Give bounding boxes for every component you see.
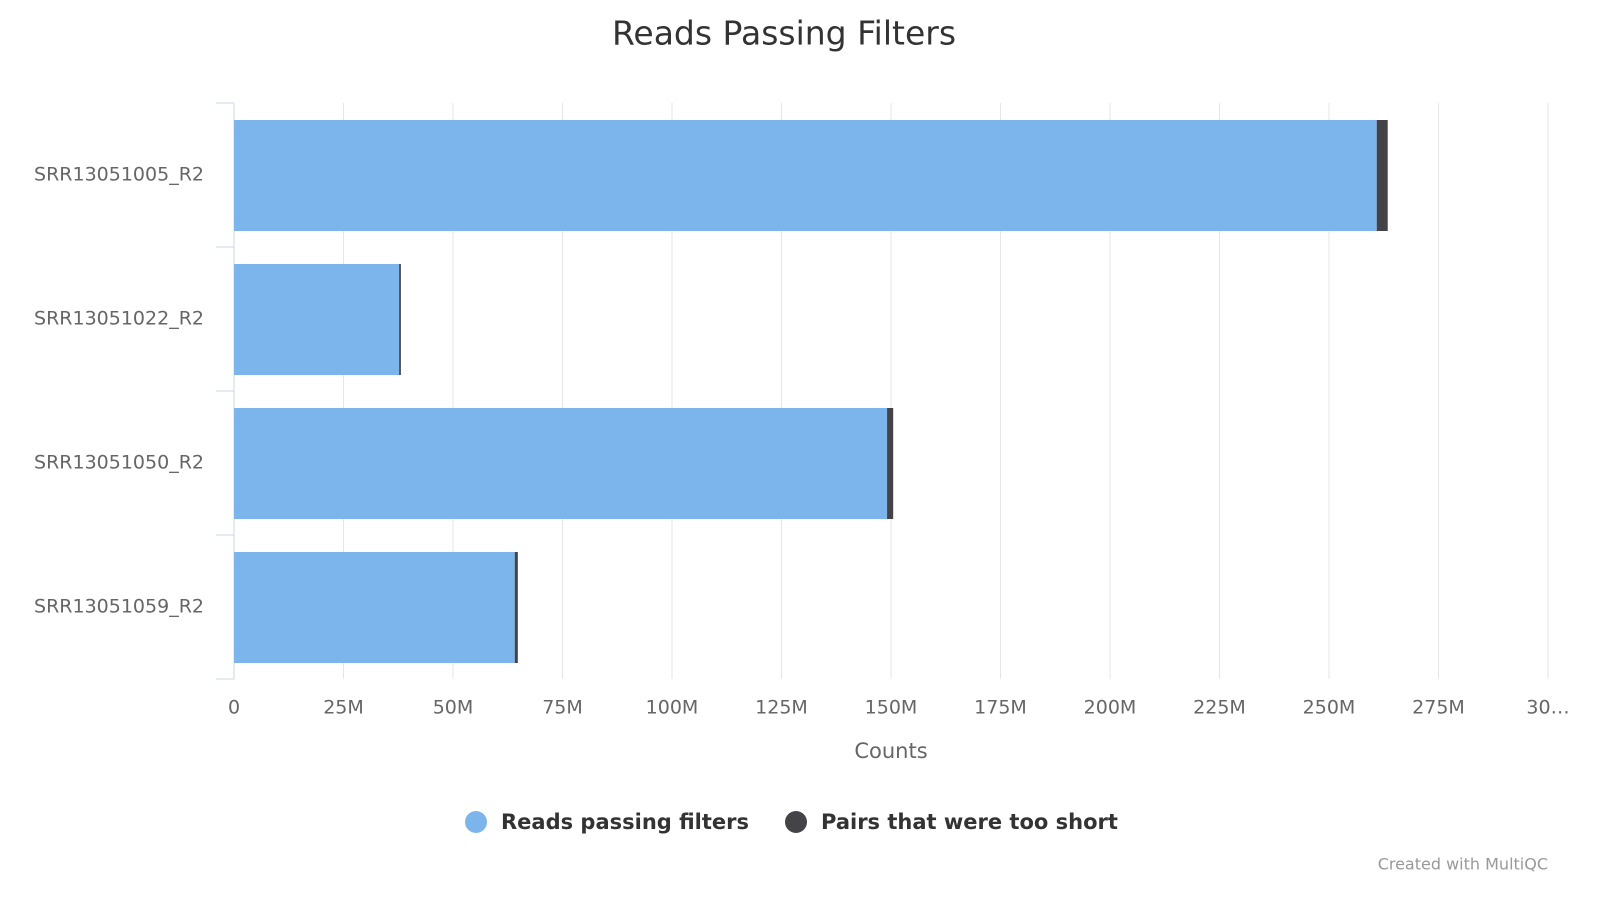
x-tick-label: 250M: [1303, 697, 1356, 719]
legend-label[interactable]: Reads passing filters: [501, 810, 749, 834]
y-tick-label: SRR13051050_R2: [34, 452, 204, 474]
bar-segment: [234, 264, 400, 375]
x-tick-label: 150M: [865, 697, 918, 719]
bar-segment: [514, 552, 518, 663]
bar-segment: [234, 552, 515, 663]
y-tick-label: SRR13051022_R2: [34, 308, 204, 330]
x-tick-label: 0: [228, 697, 240, 719]
x-tick-label: 25M: [323, 697, 364, 719]
x-tick-label: 100M: [646, 697, 699, 719]
x-tick-label: 200M: [1084, 697, 1137, 719]
y-tick-label: SRR13051005_R2: [34, 164, 204, 186]
bar-segment: [234, 408, 888, 519]
x-tick-label: 30…: [1526, 697, 1569, 719]
credit[interactable]: Created with MultiQC: [1378, 855, 1548, 874]
x-tick-label: 175M: [974, 697, 1027, 719]
x-tick-label: 275M: [1412, 697, 1465, 719]
y-tick-label: SRR13051059_R2: [34, 596, 204, 618]
bar-segment: [399, 264, 401, 375]
x-tick-label: 125M: [755, 697, 808, 719]
legend-marker[interactable]: [785, 811, 807, 833]
x-axis-title: Counts: [854, 739, 927, 763]
x-tick-label: 75M: [542, 697, 583, 719]
chart-title: Reads Passing Filters: [612, 14, 956, 53]
bar-segment: [887, 408, 894, 519]
bar-segment: [234, 120, 1377, 231]
bar-segment: [1376, 120, 1388, 231]
legend-label[interactable]: Pairs that were too short: [821, 810, 1118, 834]
x-tick-label: 225M: [1193, 697, 1246, 719]
legend-marker[interactable]: [465, 811, 487, 833]
x-tick-label: 50M: [433, 697, 474, 719]
